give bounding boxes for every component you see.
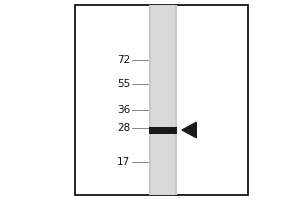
Bar [149,127,177,134]
Text: 55: 55 [117,79,130,89]
Polygon shape [182,122,196,138]
Bar [149,5,177,195]
Text: 72: 72 [117,55,130,65]
Bar [149,5,151,195]
Bar [175,5,177,195]
Text: 36: 36 [117,105,130,115]
Text: 28: 28 [117,123,130,133]
Text: 17: 17 [117,157,130,167]
Bar [75,5,248,195]
